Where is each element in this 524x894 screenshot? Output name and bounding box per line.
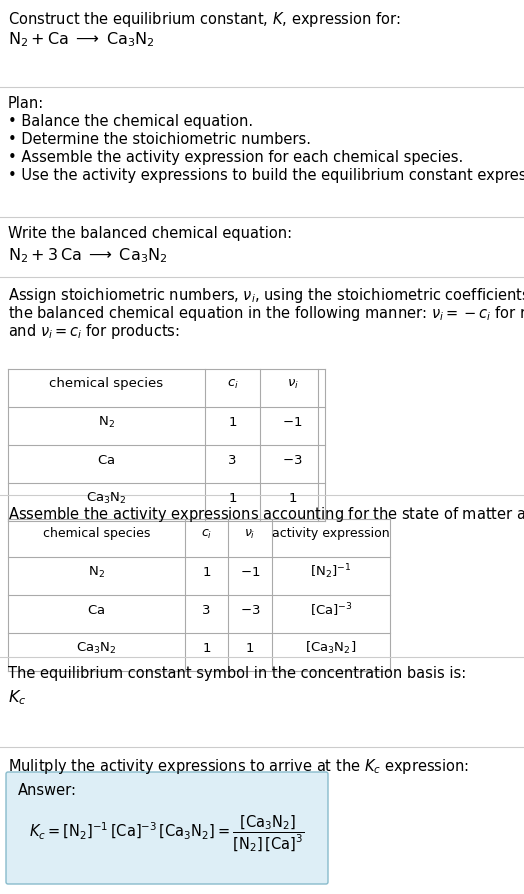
- Text: 1: 1: [202, 565, 211, 578]
- Text: the balanced chemical equation in the following manner: $\nu_i = -c_i$ for react: the balanced chemical equation in the fo…: [8, 304, 524, 323]
- Text: $\mathrm{Ca}$: $\mathrm{Ca}$: [97, 453, 116, 466]
- Text: chemical species: chemical species: [49, 377, 163, 390]
- Text: activity expression: activity expression: [272, 527, 390, 540]
- Text: Write the balanced chemical equation:: Write the balanced chemical equation:: [8, 226, 292, 240]
- Text: $\mathrm{N_2}$: $\mathrm{N_2}$: [88, 564, 105, 579]
- Text: The equilibrium constant symbol in the concentration basis is:: The equilibrium constant symbol in the c…: [8, 665, 466, 680]
- Text: $K_c = [\mathrm{N_2}]^{-1}\,[\mathrm{Ca}]^{-3}\,[\mathrm{Ca_3N_2}] = \dfrac{[\ma: $K_c = [\mathrm{N_2}]^{-1}\,[\mathrm{Ca}…: [29, 812, 304, 853]
- Text: $-3$: $-3$: [240, 603, 260, 616]
- FancyBboxPatch shape: [6, 772, 328, 884]
- Text: • Assemble the activity expression for each chemical species.: • Assemble the activity expression for e…: [8, 150, 463, 164]
- Text: chemical species: chemical species: [43, 527, 150, 540]
- Text: $\mathrm{Ca_3N_2}$: $\mathrm{Ca_3N_2}$: [86, 490, 127, 505]
- Text: 1: 1: [246, 641, 254, 654]
- Text: $c_i$: $c_i$: [226, 377, 238, 390]
- Text: Plan:: Plan:: [8, 96, 44, 111]
- Text: $-1$: $-1$: [282, 415, 303, 428]
- Text: • Determine the stoichiometric numbers.: • Determine the stoichiometric numbers.: [8, 131, 311, 147]
- Text: $\mathrm{N_2 + 3\,Ca \;\longrightarrow\; Ca_3N_2}$: $\mathrm{N_2 + 3\,Ca \;\longrightarrow\;…: [8, 246, 168, 265]
- Text: $\nu_i$: $\nu_i$: [287, 377, 299, 390]
- Text: Mulitply the activity expressions to arrive at the $K_c$ expression:: Mulitply the activity expressions to arr…: [8, 756, 469, 775]
- Text: 1: 1: [228, 415, 237, 428]
- Text: • Use the activity expressions to build the equilibrium constant expression.: • Use the activity expressions to build …: [8, 168, 524, 182]
- Text: $\mathrm{Ca}$: $\mathrm{Ca}$: [88, 603, 105, 616]
- Text: 1: 1: [228, 491, 237, 504]
- Text: Construct the equilibrium constant, $K$, expression for:: Construct the equilibrium constant, $K$,…: [8, 10, 401, 29]
- Text: 1: 1: [202, 641, 211, 654]
- Text: • Balance the chemical equation.: • Balance the chemical equation.: [8, 114, 253, 129]
- Text: $\mathrm{N_2 + Ca \;\longrightarrow\; Ca_3N_2}$: $\mathrm{N_2 + Ca \;\longrightarrow\; Ca…: [8, 30, 155, 48]
- Text: $-3$: $-3$: [282, 453, 303, 466]
- Text: 3: 3: [228, 453, 237, 466]
- Text: Assign stoichiometric numbers, $\nu_i$, using the stoichiometric coefficients, $: Assign stoichiometric numbers, $\nu_i$, …: [8, 286, 524, 305]
- Text: $\mathrm{Ca_3N_2}$: $\mathrm{Ca_3N_2}$: [76, 640, 117, 654]
- Text: 3: 3: [202, 603, 211, 616]
- Text: $\mathrm{N_2}$: $\mathrm{N_2}$: [98, 414, 115, 429]
- Text: $-1$: $-1$: [240, 565, 260, 578]
- Text: 1: 1: [288, 491, 297, 504]
- Text: $[\mathrm{N_2}]^{-1}$: $[\mathrm{N_2}]^{-1}$: [310, 562, 352, 581]
- Text: $K_c$: $K_c$: [8, 687, 26, 706]
- Text: $c_i$: $c_i$: [201, 527, 212, 540]
- Text: Assemble the activity expressions accounting for the state of matter and $\nu_i$: Assemble the activity expressions accoun…: [8, 504, 524, 523]
- Text: and $\nu_i = c_i$ for products:: and $\nu_i = c_i$ for products:: [8, 322, 180, 341]
- Text: $[\mathrm{Ca}]^{-3}$: $[\mathrm{Ca}]^{-3}$: [310, 601, 352, 618]
- Text: Answer:: Answer:: [18, 782, 77, 797]
- Text: $\nu_i$: $\nu_i$: [244, 527, 256, 540]
- Text: $[\mathrm{Ca_3N_2}]$: $[\mathrm{Ca_3N_2}]$: [305, 639, 357, 655]
